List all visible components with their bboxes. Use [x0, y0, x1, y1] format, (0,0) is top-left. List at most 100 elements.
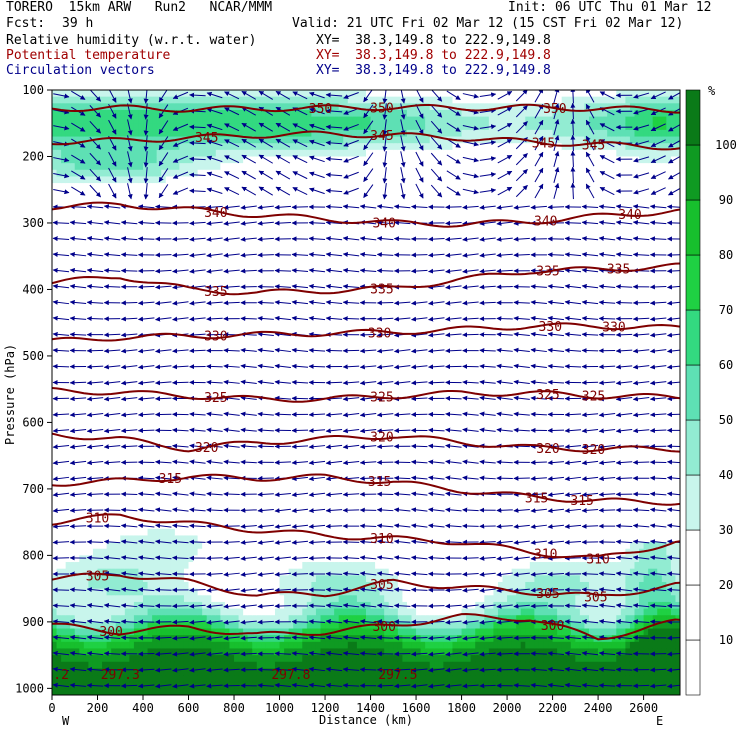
rh-cell	[256, 655, 262, 663]
rh-cell	[616, 90, 622, 98]
rh-cell	[588, 116, 595, 124]
rh-cell	[297, 116, 303, 124]
rh-cell	[643, 183, 649, 191]
rh-cell	[274, 668, 281, 676]
rh-cell	[484, 655, 490, 663]
rh-cell	[652, 468, 658, 477]
rh-cell	[575, 655, 581, 663]
rh-cell	[652, 355, 658, 364]
rh-cell	[243, 595, 249, 603]
rh-cell	[234, 149, 240, 158]
rh-cell	[320, 103, 326, 111]
rh-cell	[65, 163, 71, 171]
rh-cell	[111, 588, 117, 596]
rh-cell	[534, 668, 540, 676]
rh-cell	[115, 575, 121, 583]
rh-cell	[102, 588, 108, 596]
rh-cell	[425, 588, 431, 596]
rh-cell	[270, 675, 276, 683]
rh-cell	[334, 548, 340, 556]
rh-cell	[143, 608, 149, 616]
rh-cell	[643, 149, 649, 158]
rh-cell	[347, 562, 353, 570]
rh-cell	[593, 149, 599, 158]
rh-cell	[165, 688, 171, 695]
rh-cell	[434, 595, 440, 603]
rh-cell	[229, 109, 235, 118]
rh-cell	[588, 136, 595, 144]
rh-cell	[502, 136, 508, 144]
rh-cell	[457, 103, 463, 111]
rh-cell	[625, 149, 631, 158]
rh-cell	[516, 661, 522, 670]
rh-cell	[197, 588, 203, 596]
rh-cell	[293, 562, 299, 570]
rh-cell	[188, 568, 194, 576]
rh-cell	[61, 655, 67, 663]
rh-cell	[557, 149, 563, 158]
rh-cell	[579, 562, 586, 570]
rh-cell	[165, 109, 171, 118]
rh-cell	[370, 109, 376, 118]
rh-cell	[652, 149, 658, 158]
rh-cell	[165, 568, 171, 576]
rh-cell	[366, 129, 372, 138]
rh-cell	[61, 581, 67, 590]
rh-cell	[643, 302, 649, 310]
rh-cell	[643, 395, 649, 404]
rh-cell	[411, 143, 417, 151]
rh-cell	[170, 143, 176, 151]
rh-cell	[598, 568, 604, 576]
rh-cell	[361, 595, 367, 603]
rh-cell	[306, 116, 312, 124]
rh-cell	[552, 568, 558, 576]
rh-cell	[247, 548, 253, 556]
rh-cell	[138, 555, 144, 563]
rh-cell	[79, 635, 85, 643]
rh-cell	[252, 648, 258, 656]
rh-cell	[361, 575, 367, 583]
rh-cell	[548, 668, 554, 676]
rh-cell	[293, 568, 299, 576]
rh-cell	[452, 96, 458, 104]
rh-cell	[224, 581, 231, 590]
rh-cell	[502, 90, 508, 98]
rh-cell	[320, 621, 326, 630]
rh-cell	[206, 661, 212, 670]
rh-cell	[115, 169, 121, 178]
rh-cell	[516, 621, 522, 630]
rh-cell	[347, 608, 353, 616]
rh-cell	[397, 123, 404, 131]
rh-cell	[570, 641, 576, 650]
rh-cell	[215, 615, 221, 623]
rh-cell	[220, 136, 226, 144]
rh-cell	[548, 675, 554, 683]
rh-cell	[65, 575, 71, 583]
rh-cell	[115, 601, 121, 610]
rh-cell	[352, 103, 358, 111]
rh-cell	[607, 90, 613, 98]
rh-cell	[293, 648, 299, 656]
rh-cell	[52, 568, 58, 576]
rh-cell	[652, 90, 658, 98]
rh-cell	[147, 668, 153, 676]
rh-cell	[79, 149, 85, 158]
rh-cell	[124, 528, 130, 537]
rh-cell	[625, 661, 631, 670]
rh-cell	[579, 109, 586, 118]
rh-cell	[170, 548, 176, 556]
rh-cell	[548, 655, 554, 663]
rh-cell	[261, 568, 267, 576]
rh-cell	[188, 581, 194, 590]
rh-cell	[74, 116, 80, 124]
rh-cell	[661, 109, 667, 118]
rh-cell	[202, 169, 208, 178]
rh-cell	[406, 581, 413, 590]
rh-cell	[243, 129, 249, 138]
rh-cell	[147, 522, 153, 530]
rh-cell	[97, 568, 103, 576]
rh-cell	[165, 149, 171, 158]
rh-cell	[457, 648, 463, 656]
field-theta-xy: XY= 38.3,149.8 to 222.9,149.8	[316, 48, 551, 63]
rh-cell	[461, 601, 467, 610]
